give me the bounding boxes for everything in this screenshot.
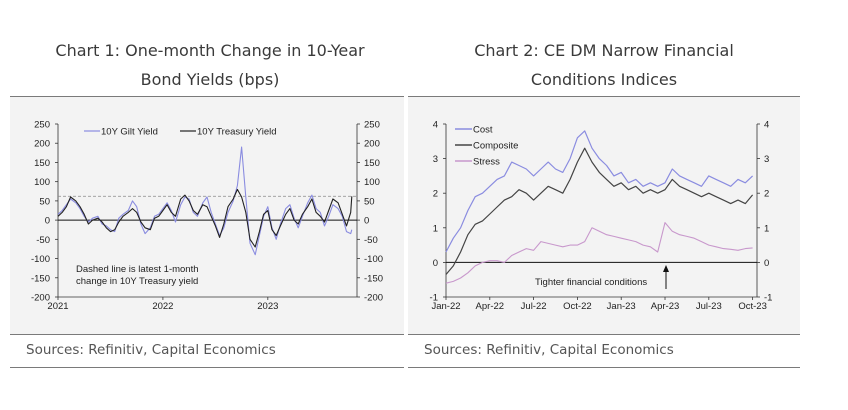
- chart2-sources-rule: [408, 367, 800, 368]
- chart1-annotation-line: change in 10Y Treasury yield: [76, 276, 198, 287]
- chart1-y-tick-label: 250: [34, 120, 50, 131]
- chart2-x-tick-label: Apr-23: [651, 301, 680, 312]
- chart1-y-right-tick-label: -200: [364, 293, 383, 304]
- chart1-y-tick-label: 50: [39, 196, 50, 207]
- chart1-panel: [10, 97, 404, 334]
- chart1-title-line2: Bond Yields (bps): [140, 70, 280, 89]
- chart1-y-tick-label: 100: [34, 177, 50, 188]
- chart2-sources: Sources: Refinitiv, Capital Economics: [424, 342, 674, 358]
- chart2-y-right-tick-label: 3: [764, 154, 769, 165]
- chart2-top-rule: [408, 96, 800, 97]
- chart2-legend-stress-label: Stress: [473, 157, 500, 168]
- chart2-series-stress: [445, 222, 753, 284]
- chart2-legend-cost-label: Cost: [473, 125, 493, 136]
- chart2-x-tick-label: Oct-23: [738, 301, 767, 312]
- chart1-y-right-tick-label: -50: [364, 235, 378, 246]
- chart1-top-rule: [10, 96, 404, 97]
- chart1-y-right-tick-label: 0: [364, 216, 369, 227]
- chart1-y-right-tick-label: 150: [364, 158, 380, 169]
- chart2-series-cost: [445, 130, 754, 253]
- chart1-series-10y-treasury-yield: [57, 188, 353, 248]
- chart1-series-10y-gilt-yield: [57, 146, 353, 256]
- chart1-y-right-tick-label: 200: [364, 139, 380, 150]
- chart2-x-tick-label: Jan-22: [431, 301, 460, 312]
- chart2-x-tick-label: Jul-23: [696, 301, 722, 312]
- chart2-bottom-rule: [408, 334, 800, 335]
- chart2-y-tick-label: 2: [433, 189, 438, 200]
- chart2-x-tick-label: Oct-22: [563, 301, 592, 312]
- chart2-y-tick-label: 4: [433, 120, 438, 131]
- chart1-legend-gilt-label: 10Y Gilt Yield: [101, 127, 158, 138]
- chart1-y-tick-label: 200: [34, 139, 50, 150]
- chart1-y-right-tick-label: 250: [364, 120, 380, 131]
- chart1-annotation-line: Dashed line is latest 1-month: [76, 264, 199, 275]
- chart1-y-tick-label: -100: [31, 254, 50, 265]
- chart1-x-tick-label: 2023: [257, 301, 278, 312]
- chart2-y-right-tick-label: 1: [764, 223, 769, 234]
- chart1-y-tick-label: 0: [45, 216, 50, 227]
- chart1-y-tick-label: -150: [31, 273, 50, 284]
- chart1-sources-rule: [10, 367, 404, 368]
- chart2-title-line2: Conditions Indices: [530, 70, 678, 89]
- chart2-annotation-arrow-head: [663, 265, 669, 272]
- chart2-annotation-text: Tighter financial conditions: [535, 277, 647, 288]
- chart2-y-right-tick-label: 0: [764, 258, 769, 269]
- chart2-panel: [408, 97, 800, 334]
- chart1-sources: Sources: Refinitiv, Capital Economics: [26, 342, 276, 358]
- chart1-y-right-tick-label: 100: [364, 177, 380, 188]
- chart2-y-right-tick-label: 2: [764, 189, 769, 200]
- chart2-x-tick-label: Jul-22: [521, 301, 547, 312]
- chart1-y-right-tick-label: -100: [364, 254, 383, 265]
- chart2-y-tick-label: -1: [430, 293, 438, 304]
- chart1-y-right-tick-label: -150: [364, 273, 383, 284]
- chart2-y-tick-label: 0: [433, 258, 438, 269]
- chart1-y-right-tick-label: 50: [364, 196, 375, 207]
- chart1-x-tick-label: 2022: [152, 301, 173, 312]
- chart2-y-right-tick-label: -1: [764, 293, 772, 304]
- chart1-y-tick-label: -50: [36, 235, 50, 246]
- chart1-x-tick-label: 2021: [47, 301, 68, 312]
- chart2-x-tick-label: Jan-23: [607, 301, 636, 312]
- chart2-y-right-tick-label: 4: [764, 120, 769, 131]
- chart1-y-tick-label: -200: [31, 293, 50, 304]
- chart2-series-composite: [445, 147, 754, 275]
- chart1-y-tick-label: 150: [34, 158, 50, 169]
- chart2-y-tick-label: 1: [433, 223, 438, 234]
- chart1-title-line1: Chart 1: One-month Change in 10-Year: [55, 41, 365, 60]
- chart2-y-tick-label: 3: [433, 154, 438, 165]
- chart2-title-line1: Chart 2: CE DM Narrow Financial: [474, 41, 734, 60]
- chart2-x-tick-label: Apr-22: [476, 301, 505, 312]
- chart1-title: Chart 1: One-month Change in 10-Year Bon…: [10, 36, 410, 94]
- chart2-legend-composite-label: Composite: [473, 141, 518, 152]
- chart1-legend-treasury-label: 10Y Treasury Yield: [197, 127, 277, 138]
- chart1-bottom-rule: [10, 334, 404, 335]
- chart2-title: Chart 2: CE DM Narrow Financial Conditio…: [404, 36, 804, 94]
